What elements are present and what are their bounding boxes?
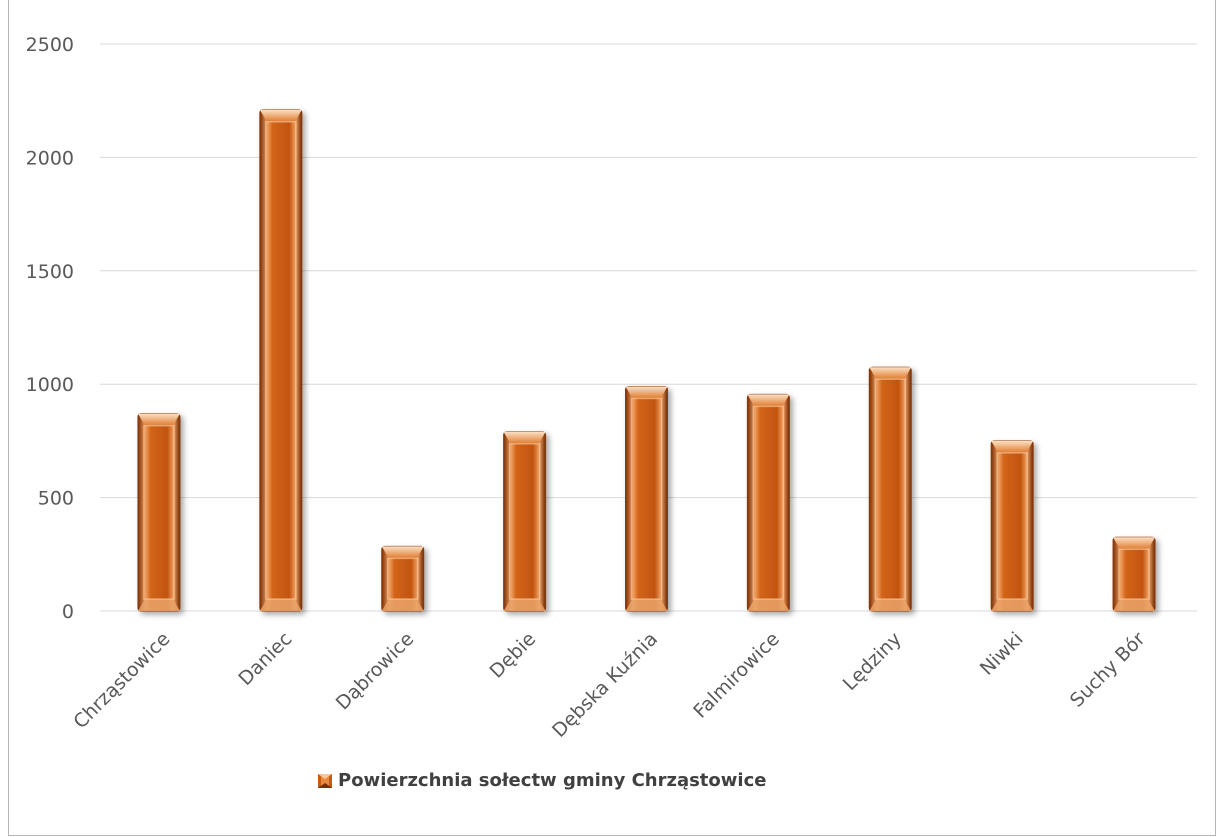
bar-top-bevel	[869, 367, 912, 380]
bar	[1112, 536, 1156, 612]
bar-top-bevel	[259, 109, 302, 122]
bar	[625, 385, 668, 612]
bar-inner-edge	[1118, 548, 1150, 600]
bar-top-bevel	[991, 440, 1034, 453]
legend-swatch	[318, 773, 332, 788]
x-tick-label: Suchy Bór	[1066, 628, 1150, 712]
x-tick-label: Lędziny	[839, 628, 906, 695]
y-tick-label: 1000	[26, 374, 74, 396]
y-tick-label: 2500	[26, 34, 74, 56]
bar	[259, 109, 303, 612]
bar-inner-edge	[508, 443, 541, 600]
x-tick-label: Niwki	[976, 628, 1028, 680]
bar	[381, 545, 425, 612]
y-tick-label: 500	[38, 488, 74, 510]
bar-inner-edge	[386, 557, 419, 600]
bars	[137, 109, 1156, 612]
y-tick-label: 2000	[26, 147, 74, 169]
bar	[746, 393, 790, 612]
bar-top-bevel	[1113, 537, 1156, 550]
bar	[137, 413, 181, 612]
x-tick-label: Chrząstowice	[69, 628, 174, 733]
bar-top-bevel	[503, 431, 546, 444]
bar-inner-edge	[996, 452, 1028, 600]
x-tick-label: Dąbrowice	[332, 628, 418, 714]
bar-top-bevel	[747, 394, 790, 407]
bar-bottom-bevel	[747, 599, 790, 611]
bar-bottom-bevel	[625, 599, 668, 611]
bar	[990, 440, 1034, 612]
bar-top-bevel	[625, 386, 668, 399]
x-tick-label: Dębska Kuźnia	[548, 628, 662, 742]
y-tick-label: 0	[62, 601, 74, 623]
legend-label: Powierzchnia sołectw gminy Chrząstowice	[338, 770, 767, 791]
legend: Powierzchnia sołectw gminy Chrząstowice	[318, 770, 766, 791]
x-tick-label: Daniec	[234, 628, 296, 690]
x-tick-label: Dębie	[485, 628, 540, 683]
bar-bottom-bevel	[869, 599, 912, 611]
bar-inner-edge	[874, 378, 907, 600]
x-axis-ticks: Chrząstowice Daniec Dąbrowice Dębie Dębska K…	[69, 628, 1149, 742]
x-tick-label: Falmirowice	[689, 628, 784, 723]
bar-inner-edge	[143, 424, 175, 600]
bar-bottom-bevel	[1113, 599, 1156, 611]
y-tick-label: 1500	[26, 261, 74, 283]
bar-inner-edge	[752, 405, 785, 600]
y-axis-ticks: 0 500 1000 1500 2000 2500	[26, 34, 74, 623]
bar-inner-edge	[265, 121, 297, 600]
bar-inner-edge	[630, 397, 663, 600]
bar-bottom-bevel	[381, 599, 424, 611]
bar	[503, 431, 547, 612]
bar-bottom-bevel	[991, 599, 1034, 611]
bar-top-bevel	[381, 546, 424, 559]
bar-bottom-bevel	[137, 599, 180, 611]
bar-bottom-bevel	[259, 599, 302, 611]
bar-top-bevel	[137, 413, 180, 426]
bar-bottom-bevel	[503, 599, 546, 611]
bar	[868, 366, 912, 612]
